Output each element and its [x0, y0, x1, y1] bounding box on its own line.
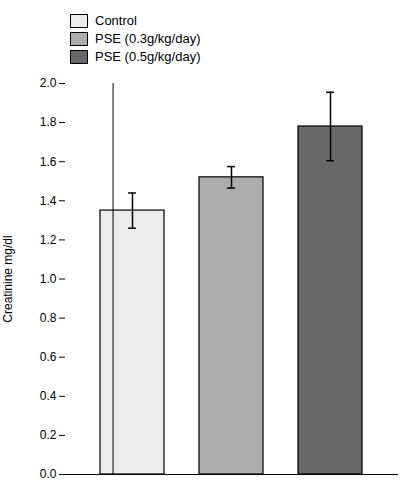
svg-text:0.2: 0.2 — [40, 428, 57, 442]
svg-text:0.0: 0.0 — [40, 467, 57, 481]
svg-text:2.0: 2.0 — [40, 76, 57, 90]
svg-text:Creatinine mg/dl: Creatinine mg/dl — [1, 235, 15, 322]
svg-text:0.4: 0.4 — [40, 389, 57, 403]
svg-text:0.8: 0.8 — [40, 311, 57, 325]
html-text:Control: Control — [95, 13, 137, 28]
svg-text:1.8: 1.8 — [40, 115, 57, 129]
svg-text:1.0: 1.0 — [40, 272, 57, 286]
svg-text:1.4: 1.4 — [40, 194, 57, 208]
svg-text:1.6: 1.6 — [40, 155, 57, 169]
html-text:PSE (0.3g/kg/day): PSE (0.3g/kg/day) — [95, 31, 201, 46]
svg-text:0.6: 0.6 — [40, 350, 57, 364]
svg-text:1.2: 1.2 — [40, 233, 57, 247]
html-text:PSE (0.5g/kg/day): PSE (0.5g/kg/day) — [95, 49, 201, 64]
